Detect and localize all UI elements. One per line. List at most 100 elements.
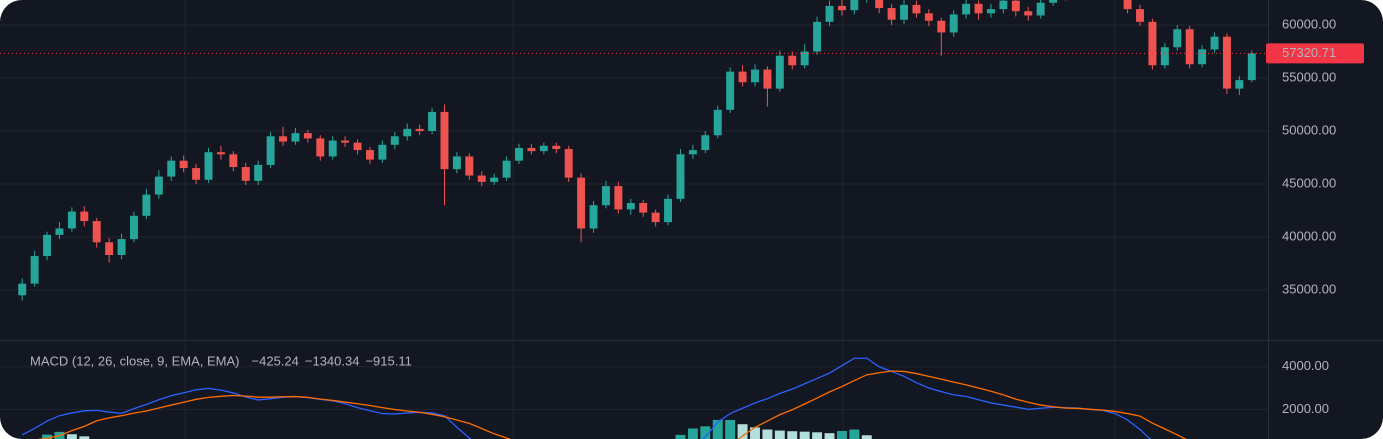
candle-body xyxy=(1198,49,1207,65)
candle-body xyxy=(1222,36,1231,89)
indicator-line xyxy=(22,370,1252,439)
candle-body xyxy=(850,0,859,11)
candle-body xyxy=(887,8,896,20)
candle-body xyxy=(626,203,635,210)
candle-body xyxy=(726,71,735,110)
y-tick-label: 35000.00 xyxy=(1282,281,1336,296)
histogram-bar xyxy=(774,430,785,439)
candle-body xyxy=(564,149,573,178)
candle-body xyxy=(875,0,884,9)
y-tick-label: 40000.00 xyxy=(1282,228,1336,243)
candle-body xyxy=(589,205,598,229)
histogram-bar xyxy=(66,434,77,439)
histogram-bar xyxy=(861,435,872,439)
candle-body xyxy=(241,167,250,181)
candle-body xyxy=(1011,0,1020,12)
candle-body xyxy=(192,168,201,180)
candle-body xyxy=(117,239,126,255)
candle-body xyxy=(539,145,548,152)
candle-body xyxy=(1247,53,1256,81)
candle-body xyxy=(291,133,300,142)
candle-body xyxy=(1036,2,1045,16)
candle-body xyxy=(986,9,995,14)
candle-body xyxy=(1210,36,1219,50)
last-price-tag xyxy=(1266,43,1364,64)
macd-pane xyxy=(0,357,1268,439)
candle-body xyxy=(900,4,909,20)
candle-body xyxy=(527,147,536,152)
candle-body xyxy=(179,160,188,169)
candle-body xyxy=(775,55,784,89)
candle-body xyxy=(688,150,697,155)
candle-body xyxy=(465,156,474,176)
candle-body xyxy=(229,154,238,168)
candle-body xyxy=(1123,0,1132,10)
candle-body xyxy=(216,152,225,155)
candle-body xyxy=(974,3,983,14)
time-grid xyxy=(184,0,1116,439)
histogram-bar xyxy=(812,432,823,439)
histogram-bar xyxy=(737,424,748,439)
candle-body xyxy=(365,150,374,160)
candle-body xyxy=(949,14,958,33)
candle-body xyxy=(92,221,101,243)
y-tick-label: 50000.00 xyxy=(1282,122,1336,137)
candle-body xyxy=(316,138,325,157)
candle-body xyxy=(130,215,138,240)
histogram-bar xyxy=(849,429,860,439)
candle-body xyxy=(676,154,685,199)
candle-body xyxy=(825,5,834,22)
candle-body xyxy=(552,145,561,150)
candle-body xyxy=(18,283,27,296)
candle-body xyxy=(1049,0,1058,3)
last-price-label: 57320.71 xyxy=(1282,45,1336,60)
candle-body xyxy=(341,140,350,143)
candle-body xyxy=(477,175,486,182)
candle-body xyxy=(440,111,449,170)
candle-body xyxy=(80,211,89,222)
candle-body xyxy=(490,177,499,182)
candle-body xyxy=(154,176,163,195)
y-tick-label: 60000.00 xyxy=(1282,16,1336,31)
candle-body xyxy=(813,21,822,52)
indicator-title: MACD (12, 26, close, 9, EMA, EMA) xyxy=(30,353,240,368)
candle-body xyxy=(937,20,946,33)
histogram-bar xyxy=(836,431,847,439)
candle-body xyxy=(55,228,64,235)
candle-body xyxy=(67,211,76,229)
candle-body xyxy=(428,111,437,131)
candle-body xyxy=(639,203,648,213)
indicator-value: −425.24 xyxy=(252,353,299,368)
candle-body xyxy=(614,186,623,210)
price-pane xyxy=(0,0,1268,301)
candle-body xyxy=(390,136,399,145)
histogram-bar xyxy=(712,419,723,439)
candle-body xyxy=(378,144,387,160)
candle-body xyxy=(738,71,747,83)
candle-body xyxy=(664,198,673,223)
candle-body xyxy=(254,164,263,181)
candle-body xyxy=(328,140,337,157)
candle-body xyxy=(279,136,288,142)
candle-body xyxy=(837,5,846,11)
candle-body xyxy=(204,152,213,180)
candle-body xyxy=(1148,21,1157,66)
histogram-bar xyxy=(700,426,711,439)
candle-body xyxy=(515,147,523,161)
y-tick-label: 2000.00 xyxy=(1282,401,1329,416)
candle-body xyxy=(415,128,424,131)
candle-body xyxy=(502,160,511,178)
candle-body xyxy=(577,177,586,229)
y-tick-label: 45000.00 xyxy=(1282,175,1336,190)
candle-body xyxy=(43,234,52,257)
candle-body xyxy=(1185,29,1194,65)
candle-body xyxy=(1235,80,1244,89)
overlay-layer: 35000.00 40000.00 45000.00 50000.00 55000.00… xyxy=(30,16,1364,416)
histogram-bar xyxy=(725,419,736,439)
candle-body xyxy=(999,0,1008,10)
histogram-bar xyxy=(799,431,810,439)
candle-body xyxy=(142,194,151,216)
